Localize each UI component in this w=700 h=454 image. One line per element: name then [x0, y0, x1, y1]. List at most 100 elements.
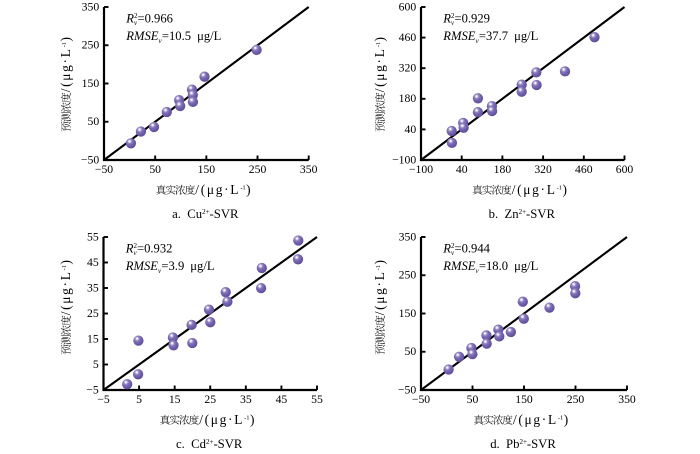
svg-text:250: 250 [249, 163, 267, 176]
svg-text:-1: -1 [240, 185, 246, 192]
svg-text:v: v [451, 249, 455, 257]
svg-text:150: 150 [515, 393, 533, 406]
svg-text:μg/L: μg/L [190, 259, 214, 273]
svg-text:=18.0: =18.0 [479, 259, 508, 273]
svg-text:50: 50 [88, 115, 100, 128]
svg-text:=0.944: =0.944 [455, 241, 491, 255]
svg-text:): ) [564, 412, 568, 427]
svg-text:600: 600 [616, 163, 634, 176]
svg-text:5: 5 [93, 358, 99, 371]
svg-text:180: 180 [494, 163, 512, 176]
svg-text:RMSE: RMSE [442, 29, 475, 43]
svg-text:2: 2 [134, 12, 138, 20]
svg-text:-1: -1 [244, 415, 250, 422]
svg-text:-1: -1 [61, 265, 68, 271]
svg-text:35: 35 [87, 281, 99, 294]
svg-text:350: 350 [618, 393, 636, 406]
svg-text:/(μg·L: /(μg·L [195, 182, 240, 197]
svg-text:RMSE: RMSE [125, 259, 158, 273]
svg-text:15: 15 [87, 332, 99, 345]
svg-text:): ) [372, 260, 387, 264]
svg-text:150: 150 [198, 163, 216, 176]
svg-text:35: 35 [240, 393, 252, 406]
svg-text:−50: −50 [81, 153, 99, 166]
svg-text:/(μg·L: /(μg·L [58, 47, 73, 92]
svg-text:=0.932: =0.932 [137, 241, 172, 255]
svg-text:25: 25 [204, 393, 216, 406]
svg-text:v: v [451, 19, 455, 27]
svg-text:−100: −100 [392, 153, 416, 166]
svg-text:v: v [134, 19, 138, 27]
svg-text:15: 15 [169, 393, 181, 406]
svg-text:d. Pb2+-SVR: d. Pb2+-SVR [490, 437, 556, 449]
svg-text:b. Zn2+-SVR: b. Zn2+-SVR [489, 207, 556, 221]
svg-text:v: v [159, 37, 163, 45]
svg-text:R: R [442, 11, 451, 25]
svg-text:55: 55 [87, 230, 99, 243]
svg-text:25: 25 [87, 307, 99, 320]
svg-text:−100: −100 [409, 163, 433, 176]
svg-text:v: v [134, 249, 138, 257]
svg-text:/(μg·L: /(μg·L [513, 412, 558, 427]
svg-text:): ) [563, 182, 567, 197]
svg-text:50: 50 [467, 393, 479, 406]
svg-text:−5: −5 [97, 393, 110, 406]
svg-text:μg/L: μg/L [514, 259, 538, 273]
svg-text:350: 350 [399, 230, 417, 243]
svg-text:=10.5: =10.5 [162, 29, 191, 43]
svg-text:=0.929: =0.929 [455, 11, 490, 25]
svg-text:45: 45 [87, 256, 99, 269]
svg-text:150: 150 [82, 77, 100, 90]
svg-text:/(μg·L: /(μg·L [58, 270, 73, 315]
svg-text:): ) [372, 37, 387, 41]
svg-text:μg/L: μg/L [197, 29, 221, 43]
svg-text:320: 320 [399, 62, 417, 75]
svg-text:−50: −50 [95, 163, 113, 176]
svg-text:250: 250 [82, 39, 100, 52]
svg-text:R: R [125, 11, 134, 25]
svg-text:=3.9: =3.9 [161, 259, 184, 273]
svg-text:/(μg·L: /(μg·L [372, 270, 387, 315]
svg-text:2: 2 [134, 242, 138, 250]
svg-text:2: 2 [451, 12, 455, 20]
svg-text:c. Cd2+-SVR: c. Cd2+-SVR [176, 437, 243, 449]
svg-text:250: 250 [399, 269, 417, 282]
svg-text:40: 40 [456, 163, 468, 176]
svg-text:/(μg·L: /(μg·L [512, 182, 557, 197]
svg-text:): ) [58, 260, 73, 264]
svg-text:-1: -1 [61, 42, 68, 48]
svg-text:RMSE: RMSE [125, 29, 158, 43]
svg-text:μg/L: μg/L [514, 29, 538, 43]
svg-text:R: R [442, 241, 451, 255]
svg-text:45: 45 [276, 393, 288, 406]
svg-text:=0.966: =0.966 [138, 11, 173, 25]
svg-text:−5: −5 [86, 383, 99, 396]
svg-text:v: v [476, 37, 480, 45]
svg-text:/(μg·L: /(μg·L [199, 412, 244, 427]
svg-text:): ) [246, 182, 250, 197]
svg-text:-1: -1 [375, 42, 382, 48]
svg-text:=37.7: =37.7 [479, 29, 508, 43]
svg-text:/(μg·L: /(μg·L [372, 47, 387, 92]
svg-text:-1: -1 [557, 185, 563, 192]
svg-text:50: 50 [405, 345, 417, 358]
svg-text:460: 460 [399, 31, 417, 44]
svg-text:55: 55 [311, 393, 323, 406]
svg-text:150: 150 [399, 307, 417, 320]
svg-text:-1: -1 [375, 265, 382, 271]
svg-text:250: 250 [567, 393, 585, 406]
svg-text:v: v [158, 267, 162, 275]
svg-text:2: 2 [451, 242, 455, 250]
svg-text:5: 5 [136, 393, 142, 406]
svg-text:180: 180 [399, 92, 417, 105]
svg-text:350: 350 [300, 163, 318, 176]
svg-text:v: v [476, 267, 480, 275]
svg-text:350: 350 [82, 0, 100, 13]
svg-text:600: 600 [399, 0, 417, 13]
svg-text:): ) [58, 37, 73, 41]
svg-text:RMSE: RMSE [442, 259, 475, 273]
svg-text:): ) [250, 412, 254, 427]
svg-text:40: 40 [405, 123, 417, 136]
svg-text:-1: -1 [558, 415, 564, 422]
svg-text:320: 320 [534, 163, 552, 176]
